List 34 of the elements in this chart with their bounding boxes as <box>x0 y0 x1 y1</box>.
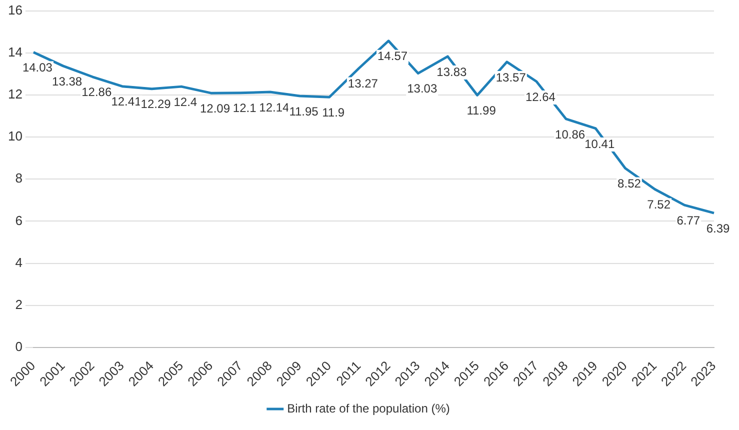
data-label: 12.1 <box>232 101 257 116</box>
y-tick-label: 8 <box>15 170 22 186</box>
data-label: 11.9 <box>322 105 345 120</box>
data-label: 8.52 <box>618 176 642 191</box>
data-label: 12.14 <box>259 100 290 114</box>
legend-label: Birth rate of the population (%) <box>287 401 450 416</box>
y-tick-label: 16 <box>8 2 22 18</box>
y-tick-label: 14 <box>8 44 22 60</box>
data-label: 11.95 <box>289 104 319 118</box>
data-label: 11.99 <box>466 104 496 118</box>
data-label: 10.41 <box>584 136 615 151</box>
data-label: 6.39 <box>706 221 730 236</box>
data-label: 13.03 <box>407 82 438 96</box>
y-tick-label: 2 <box>15 297 22 312</box>
data-label: 6.77 <box>676 213 700 228</box>
data-label: 13.57 <box>496 70 526 84</box>
data-label: 13.83 <box>436 64 468 79</box>
y-tick-label: 6 <box>15 212 22 228</box>
y-tick-label: 10 <box>8 128 22 144</box>
data-label: 13.38 <box>52 74 82 88</box>
y-tick-label: 12 <box>8 86 22 102</box>
data-label: 10.86 <box>555 127 586 142</box>
data-label: 14.57 <box>378 49 408 64</box>
y-tick-label: 0 <box>15 339 22 354</box>
data-label: 13.27 <box>348 76 378 91</box>
data-label: 12.09 <box>200 101 230 116</box>
data-label: 7.52 <box>647 198 671 212</box>
data-label: 12.4 <box>174 94 198 109</box>
data-label: 12.41 <box>111 94 142 109</box>
data-label: 12.64 <box>525 90 556 104</box>
data-label: 14.03 <box>22 60 53 75</box>
y-tick-label: 4 <box>15 254 22 270</box>
data-label: 12.86 <box>82 85 112 100</box>
data-label: 12.29 <box>140 97 172 112</box>
